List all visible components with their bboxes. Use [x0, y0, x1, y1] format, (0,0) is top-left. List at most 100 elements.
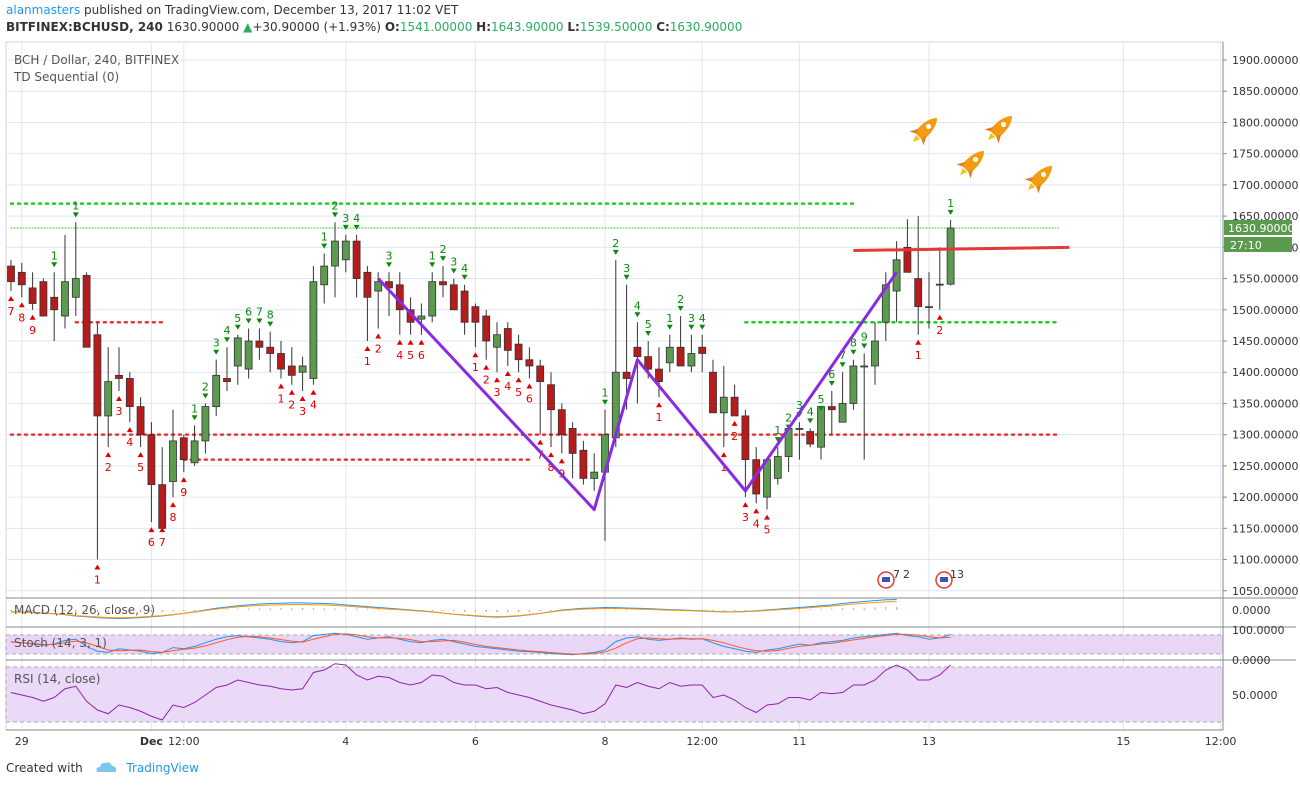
td-count-label: 2: [332, 199, 339, 212]
td-arrow-down-icon: [699, 324, 706, 330]
td-arrow-down-icon: [429, 262, 436, 268]
rsi-band: [5, 666, 1224, 723]
td-count-label: 1: [94, 574, 101, 587]
candle-body: [266, 346, 275, 354]
td-count-label: 5: [764, 524, 771, 537]
td-count-label: 7: [159, 536, 166, 549]
cloud-icon: [95, 761, 117, 777]
td-arrow-up-icon: [656, 402, 662, 408]
rocket-window: [1000, 121, 1007, 128]
last-price-tag: [1224, 220, 1292, 235]
candle-body: [39, 281, 48, 317]
candle-body: [817, 406, 825, 448]
td-count-label: 1: [774, 424, 781, 437]
legend-indicator[interactable]: TD Sequential (0): [13, 70, 119, 84]
close-label: C:: [656, 20, 670, 34]
td-count-label: 5: [234, 312, 241, 325]
rsi-label[interactable]: RSI (14, close): [14, 672, 100, 686]
td-arrow-up-icon: [731, 420, 738, 426]
published-text: published on TradingView.com, December 1…: [84, 3, 459, 17]
candle-body: [212, 374, 221, 407]
td-count-label: 2: [375, 343, 382, 356]
stoch-tick-bottom: 0.0000: [1232, 654, 1271, 667]
td-count-label: 4: [461, 262, 468, 275]
candle-body: [503, 328, 512, 351]
td-arrow-up-icon: [720, 452, 727, 458]
td-arrow-up-icon: [936, 314, 943, 320]
td-arrow-up-icon: [126, 427, 133, 433]
td-arrow-down-icon: [612, 249, 619, 255]
candle-body: [795, 428, 804, 430]
td-count-label: 2: [288, 399, 295, 412]
open-label: O:: [384, 20, 400, 34]
td-count-label: 4: [634, 299, 641, 312]
trend-drawings: [377, 245, 1070, 512]
candle-body: [590, 471, 599, 479]
td-count-label: 3: [299, 405, 306, 418]
td-count-label: 1: [321, 231, 328, 244]
time-tick-label: 13: [922, 735, 936, 748]
price-tick-label: 1450.00000: [1232, 335, 1298, 348]
rsi-line: [10, 663, 951, 721]
legend-title: BCH / Dollar, 240, BITFINEX: [14, 53, 179, 67]
td-count-label: 2: [105, 461, 112, 474]
td-arrow-down-icon: [861, 343, 868, 349]
candle-body: [374, 281, 383, 292]
rocket-window: [925, 123, 932, 130]
td-count-label: 1: [72, 199, 79, 212]
td-arrow-down-icon: [213, 349, 220, 355]
candle-body: [644, 356, 653, 370]
td-arrow-down-icon: [342, 224, 349, 230]
stoch-label[interactable]: Stoch (14, 3, 1): [14, 636, 107, 650]
stoch-d-line: [10, 633, 951, 655]
candle-body: [493, 334, 501, 348]
candle-body: [741, 415, 750, 461]
time-tick-label: 4: [342, 735, 349, 748]
td-count-label: 1: [602, 387, 609, 400]
price-tick-label: 1750.00000: [1232, 148, 1298, 161]
price-tick-label: 1550.00000: [1232, 273, 1298, 286]
td-arrow-down-icon: [202, 393, 209, 399]
candle-body: [557, 409, 566, 436]
td-count-label: 1: [472, 361, 479, 374]
open-value: 1541.00000: [399, 20, 473, 34]
last-price-tag-text: 1630.90000: [1228, 222, 1294, 235]
candle-body: [439, 281, 447, 286]
td-arrow-down-icon: [807, 418, 814, 424]
tradingview-link[interactable]: TradingView: [126, 761, 199, 775]
td-count-label: 8: [850, 337, 857, 350]
td-count-label: 6: [148, 536, 155, 549]
candle-body: [914, 278, 923, 308]
high-value: 1643.90000: [491, 20, 564, 34]
td-count-label: 5: [515, 386, 522, 399]
event-markers[interactable]: [877, 571, 953, 589]
td-count-label: 8: [548, 461, 555, 474]
candle-body: [50, 296, 59, 311]
event-flag-icon-fill: [882, 577, 890, 582]
td-arrow-up-icon: [753, 508, 760, 514]
td-count-label: 3: [342, 212, 349, 225]
price-tick-label: 1400.00000: [1232, 366, 1298, 379]
td-arrow-down-icon: [72, 212, 79, 218]
td-count-label: 3: [450, 256, 457, 269]
td-count-label: 3: [386, 249, 393, 262]
change-arrow-icon: ▲: [243, 20, 253, 34]
author-link[interactable]: alanmasters: [6, 3, 81, 17]
candle-body: [514, 343, 523, 361]
candle-body: [169, 440, 177, 482]
td-count-label: 5: [407, 349, 414, 362]
candle-body: [806, 431, 815, 445]
candle-body: [158, 484, 167, 529]
td-arrow-down-icon: [947, 209, 954, 215]
macd-label[interactable]: MACD (12, 26, close, 9): [14, 603, 155, 617]
td-arrow-up-icon: [396, 339, 403, 345]
candle-body: [179, 437, 188, 461]
td-arrow-up-icon: [375, 333, 382, 339]
countdown-tag: [1224, 237, 1292, 252]
candle-body: [698, 346, 707, 354]
td-arrow-down-icon: [51, 262, 58, 268]
candle-body: [136, 406, 145, 436]
candle-body: [190, 440, 199, 464]
td-arrow-down-icon: [850, 349, 857, 355]
